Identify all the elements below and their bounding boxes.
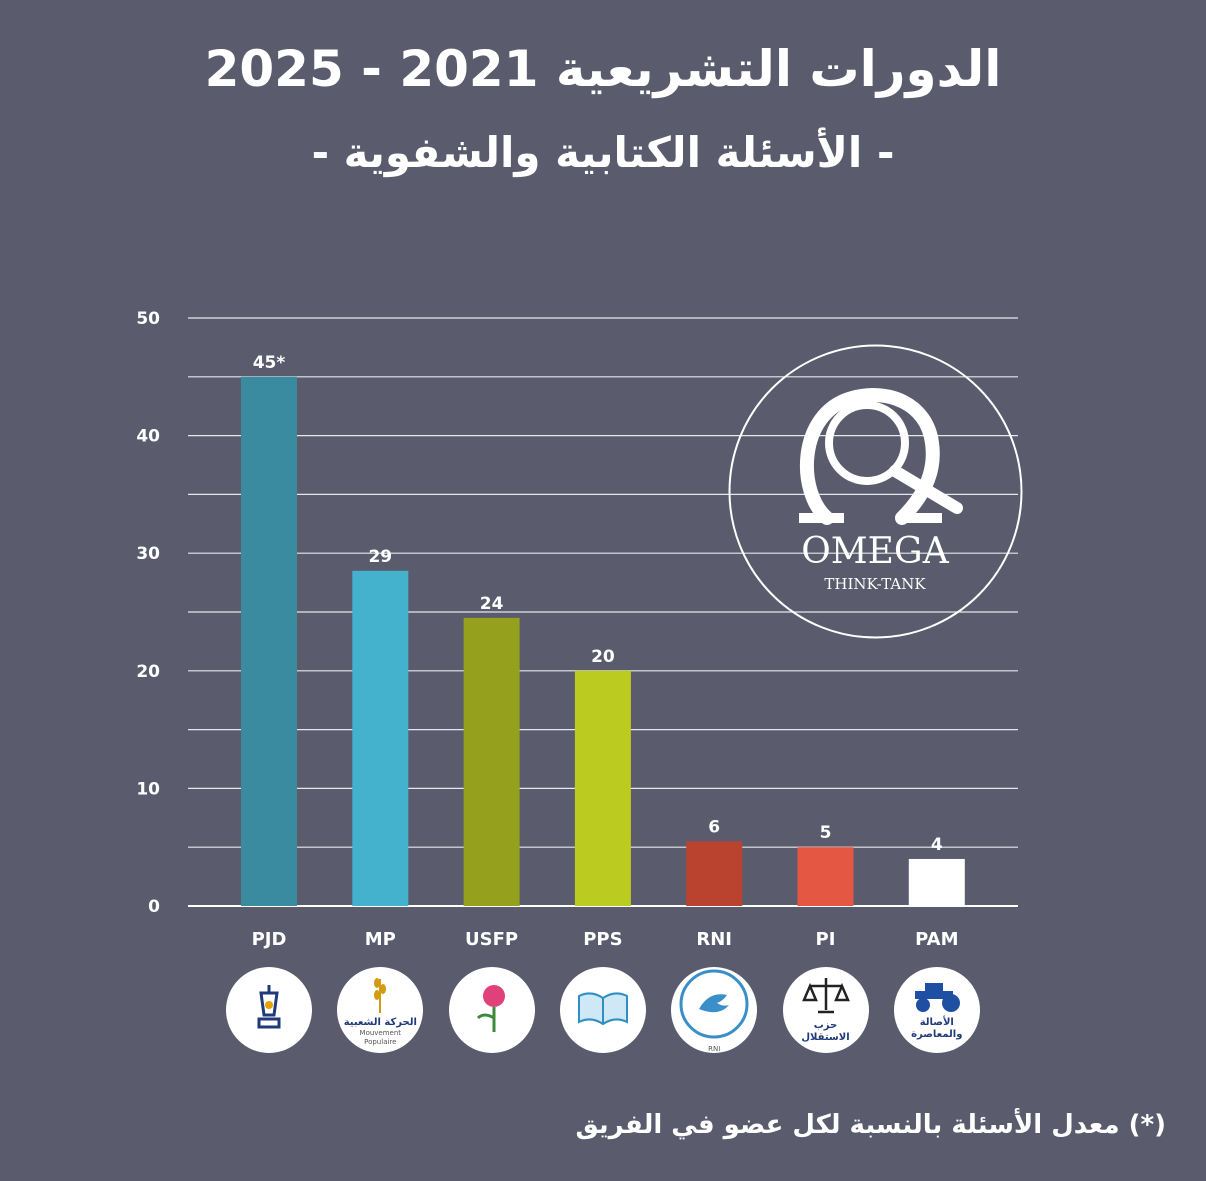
bar-pi xyxy=(797,847,854,906)
lamp-icon xyxy=(251,983,287,1037)
y-tick-label: 20 xyxy=(136,662,160,682)
party-logo-mp: الحركة الشعبية Mouvement Populaire xyxy=(337,967,424,1053)
category-label-pps: PPS xyxy=(583,929,622,950)
tractor-icon xyxy=(907,979,967,1017)
omega-brand: OMEGA xyxy=(801,531,949,572)
party-logo-rni: RNI xyxy=(671,967,758,1053)
data-label-pi: 5 xyxy=(820,823,832,843)
category-label-pam: PAM xyxy=(915,929,958,950)
rose-icon xyxy=(470,982,514,1038)
data-label-rni: 6 xyxy=(708,817,720,837)
category-label-usfp: USFP xyxy=(465,929,518,950)
wheat-icon xyxy=(372,973,388,1017)
data-label-pjd: 45* xyxy=(253,353,286,373)
bar-pam xyxy=(908,858,965,906)
party-logo-usfp xyxy=(448,967,535,1053)
chart-title: الدورات التشريعية 2021 - 2025 xyxy=(204,40,1002,98)
bar-chart: 0 10 20 30 40 50 45* 29 24 20 6 5 4 PJD MP USFP PPS RNI… xyxy=(136,309,1018,950)
category-label-pi: PI xyxy=(816,929,836,950)
book-icon xyxy=(575,988,631,1032)
bar-pjd xyxy=(241,376,297,906)
data-label-mp: 29 xyxy=(368,547,392,567)
footnote: (*) معدل الأسئلة بالنسبة لكل عضو في الفر… xyxy=(575,1110,1166,1140)
category-label-mp: MP xyxy=(365,929,396,950)
party-logo-text: الحركة الشعبية xyxy=(343,1017,417,1028)
y-tick-label: 10 xyxy=(136,779,160,799)
y-tick-label: 30 xyxy=(136,544,160,564)
party-logo-pam: الأصالة والمعاصرة xyxy=(893,967,980,1053)
party-logo-text: الأصالة والمعاصرة xyxy=(911,1017,963,1040)
chart-subtitle: - الأسئلة الكتابية والشفوية - xyxy=(311,128,895,177)
party-logo-pjd xyxy=(226,967,312,1053)
bar-rni xyxy=(686,841,743,906)
party-logo-pi: حزب الاستقلال xyxy=(782,967,869,1053)
category-label-pjd: PJD xyxy=(252,929,287,950)
party-logo-text: حزب الاستقلال xyxy=(801,1020,850,1043)
omega-logo-icon: OMEGA THINK-TANK xyxy=(728,344,1023,639)
party-logo-subtext: Mouvement Populaire xyxy=(359,1029,402,1046)
category-label-rni: RNI xyxy=(696,929,732,950)
bar-mp xyxy=(352,570,409,906)
party-logo-subtext: RNI xyxy=(708,1044,721,1053)
bars xyxy=(241,376,965,906)
data-label-usfp: 24 xyxy=(480,594,504,614)
data-label-pps: 20 xyxy=(591,647,615,667)
scales-icon xyxy=(801,976,850,1020)
dove-icon xyxy=(677,967,751,1045)
data-label-pam: 4 xyxy=(931,835,943,855)
bar-pps xyxy=(574,670,631,906)
bar-usfp xyxy=(463,617,520,906)
y-axis-ticks: 0 10 20 30 40 50 xyxy=(136,309,160,917)
y-tick-label: 40 xyxy=(136,427,160,447)
omega-tagline: THINK-TANK xyxy=(824,575,926,593)
y-tick-label: 50 xyxy=(136,309,160,329)
data-labels: 45* 29 24 20 6 5 4 xyxy=(253,353,943,855)
x-axis-categories: PJD MP USFP PPS RNI PI PAM xyxy=(252,929,959,950)
y-tick-label: 0 xyxy=(148,897,160,917)
party-logo-pps xyxy=(559,967,646,1053)
